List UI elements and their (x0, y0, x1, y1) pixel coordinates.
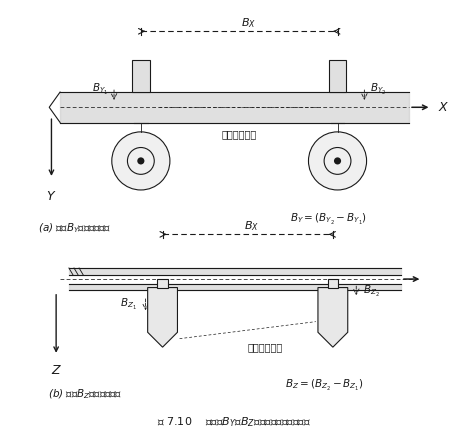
Circle shape (137, 157, 144, 164)
Text: $B_{Z_2}$: $B_{Z_2}$ (363, 284, 379, 299)
Bar (329, 60, 347, 92)
Circle shape (334, 157, 341, 164)
PathPatch shape (148, 287, 177, 347)
Text: $Z$: $Z$ (51, 364, 61, 377)
Bar (327, 279, 338, 287)
Text: 模型空中基线: 模型空中基线 (221, 129, 257, 139)
Text: $B_Y = (B_{Y_2} - B_{Y_1})$: $B_Y = (B_{Y_2} - B_{Y_1})$ (290, 211, 367, 227)
Text: 模型空中基线: 模型空中基线 (247, 342, 282, 352)
Circle shape (112, 132, 170, 190)
Text: $B_{Y_1}$: $B_{Y_1}$ (92, 82, 109, 97)
Text: $B_X$: $B_X$ (241, 16, 256, 30)
Text: $X$: $X$ (438, 101, 449, 114)
Text: $B_Z = (B_{Z_2} - B_{Z_1})$: $B_Z = (B_{Z_2} - B_{Z_1})$ (285, 378, 363, 393)
Text: $Y$: $Y$ (46, 190, 57, 203)
Text: $B_{Y_2}$: $B_{Y_2}$ (370, 82, 386, 97)
Bar (132, 60, 150, 92)
Text: $B_{Z_1}$: $B_{Z_1}$ (120, 297, 137, 312)
Circle shape (309, 132, 367, 190)
PathPatch shape (318, 287, 348, 347)
Bar (157, 279, 168, 287)
Text: $B_X$: $B_X$ (244, 219, 259, 233)
Text: (a) 表示$B_Y$分量的平面图: (a) 表示$B_Y$分量的平面图 (38, 221, 112, 235)
Text: 图 7.10    用基线$B_Y$和$B_Z$分量来确定模型比例尺: 图 7.10 用基线$B_Y$和$B_Z$分量来确定模型比例尺 (157, 416, 312, 429)
Text: (b) 表示$B_Z$分量的剖面图: (b) 表示$B_Z$分量的剖面图 (48, 387, 122, 401)
